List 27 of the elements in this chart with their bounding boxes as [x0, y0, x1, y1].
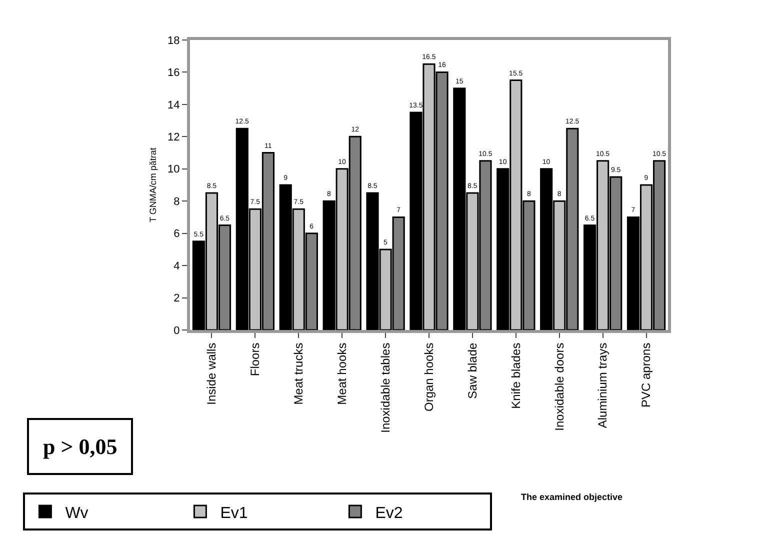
x-tick-label: Inoxidable doors: [552, 342, 566, 431]
legend-label: Ev1: [220, 504, 248, 522]
y-tick-label: 4: [174, 260, 180, 272]
legend-label: Ev2: [375, 504, 403, 522]
x-tick-label: Saw blade: [465, 342, 480, 399]
x-tick-label: Meat trucks: [292, 342, 306, 405]
y-tick-label: 18: [168, 34, 180, 47]
y-tick-label: 12: [168, 132, 180, 144]
text: The examined objective: [521, 492, 623, 502]
y-tick-label: 6: [174, 228, 180, 240]
x-tick-label: Inoxidable tables: [378, 342, 392, 433]
x-tick-label: Knife blades: [508, 342, 523, 409]
text: p > 0,05: [43, 434, 118, 459]
y-tick-label: 14: [168, 99, 180, 112]
y-tick-label: 16: [168, 67, 180, 80]
x-tick-label: Floors: [248, 342, 262, 376]
legend-label: Wv: [65, 504, 88, 522]
y-tick-label: 10: [168, 164, 180, 176]
y-tick-label: 8: [174, 196, 180, 208]
x-tick-label: Organ hooks: [422, 342, 436, 412]
x-tick-label: Inside walls: [204, 342, 219, 405]
x-tick-label: Aluminium trays: [596, 342, 610, 428]
x-tick-label: Meat hooks: [334, 342, 349, 405]
y-tick-label: 0: [174, 324, 180, 337]
y-tick-label: 2: [174, 292, 180, 305]
x-tick-label: PVC aprons: [639, 342, 654, 408]
y-axis-title: T GNMA/cm pătrat: [148, 147, 158, 222]
